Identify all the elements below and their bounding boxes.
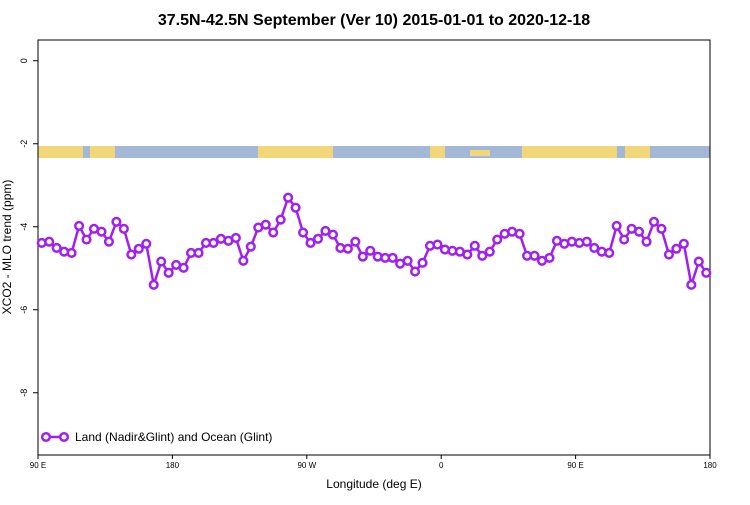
data-point	[96, 226, 107, 237]
data-point	[312, 233, 324, 244]
data-point	[365, 245, 376, 256]
data-point	[208, 237, 219, 248]
data-point	[163, 267, 174, 278]
data-point	[275, 214, 286, 225]
legend-label: Land (Nadir&Glint) and Ocean (Glint)	[75, 430, 272, 444]
data-point	[387, 252, 398, 263]
data-point	[357, 251, 368, 262]
data-point	[118, 223, 129, 234]
data-point	[648, 216, 660, 227]
data-point	[230, 232, 241, 244]
data-point	[111, 216, 122, 227]
data-point	[529, 250, 540, 261]
legend-marker	[40, 431, 52, 443]
data-point	[477, 250, 488, 261]
data-point	[462, 249, 473, 260]
data-point	[141, 238, 152, 249]
data-point	[604, 247, 615, 258]
chart-title: 37.5N-42.5N September (Ver 10) 2015-01-0…	[158, 12, 590, 29]
data-point	[268, 227, 279, 238]
data-point	[327, 229, 338, 240]
x-tick-label: 90 W	[297, 461, 316, 470]
x-tick-label: 90 E	[567, 461, 583, 470]
data-point	[402, 255, 413, 266]
data-point	[417, 257, 428, 268]
y-tick-label: 0	[19, 58, 29, 63]
data-point	[148, 279, 159, 290]
data-point	[290, 202, 301, 213]
data-point	[641, 236, 652, 247]
data-point	[103, 236, 114, 247]
data-point	[133, 243, 144, 254]
data-point	[260, 219, 271, 230]
data-point	[156, 256, 167, 267]
data-point	[178, 262, 189, 273]
data-point	[514, 228, 525, 239]
data-point	[193, 247, 204, 258]
data-point	[305, 237, 316, 248]
data-point	[245, 241, 256, 252]
data-point	[484, 246, 495, 257]
x-axis-label: Longitude (deg E)	[326, 477, 421, 491]
data-point	[81, 234, 92, 245]
data-point	[320, 225, 331, 236]
legend-marker	[58, 431, 70, 443]
data-point	[678, 238, 689, 249]
data-point	[693, 256, 704, 267]
y-tick-label: -8	[19, 389, 29, 397]
land-ocean-strip	[38, 146, 710, 158]
data-point	[350, 236, 361, 247]
y-axis-label: XCO2 - MLO trend (ppm)	[0, 180, 14, 315]
data-point	[283, 192, 294, 203]
data-point	[663, 249, 674, 260]
data-point	[656, 223, 667, 234]
x-tick-label: 180	[703, 461, 717, 470]
data-point	[469, 240, 480, 251]
data-point	[581, 236, 592, 247]
data-point	[589, 242, 600, 253]
series-line	[41, 195, 708, 286]
data-point	[544, 252, 555, 263]
data-point	[66, 247, 77, 258]
data-point	[492, 234, 503, 245]
data-point	[611, 220, 622, 231]
x-tick-label: 180	[166, 461, 180, 470]
data-point	[44, 236, 55, 247]
data-point	[701, 267, 712, 278]
y-tick-label: -4	[19, 223, 29, 231]
data-point	[410, 266, 421, 277]
x-tick-label: 90 E	[30, 461, 46, 470]
plot-frame	[37, 39, 711, 456]
data-point	[671, 243, 682, 254]
data-point	[238, 255, 249, 266]
y-tick-label: -6	[19, 306, 29, 314]
data-point	[686, 279, 697, 290]
data-point	[619, 234, 630, 245]
data-point	[298, 227, 309, 238]
data-point	[342, 243, 353, 254]
y-tick-label: -2	[19, 140, 29, 148]
data-point	[74, 220, 85, 231]
data-point	[126, 249, 137, 260]
data-point	[432, 239, 443, 250]
x-tick-label: 0	[439, 461, 444, 470]
data-point	[51, 242, 62, 253]
data-point	[634, 226, 645, 237]
